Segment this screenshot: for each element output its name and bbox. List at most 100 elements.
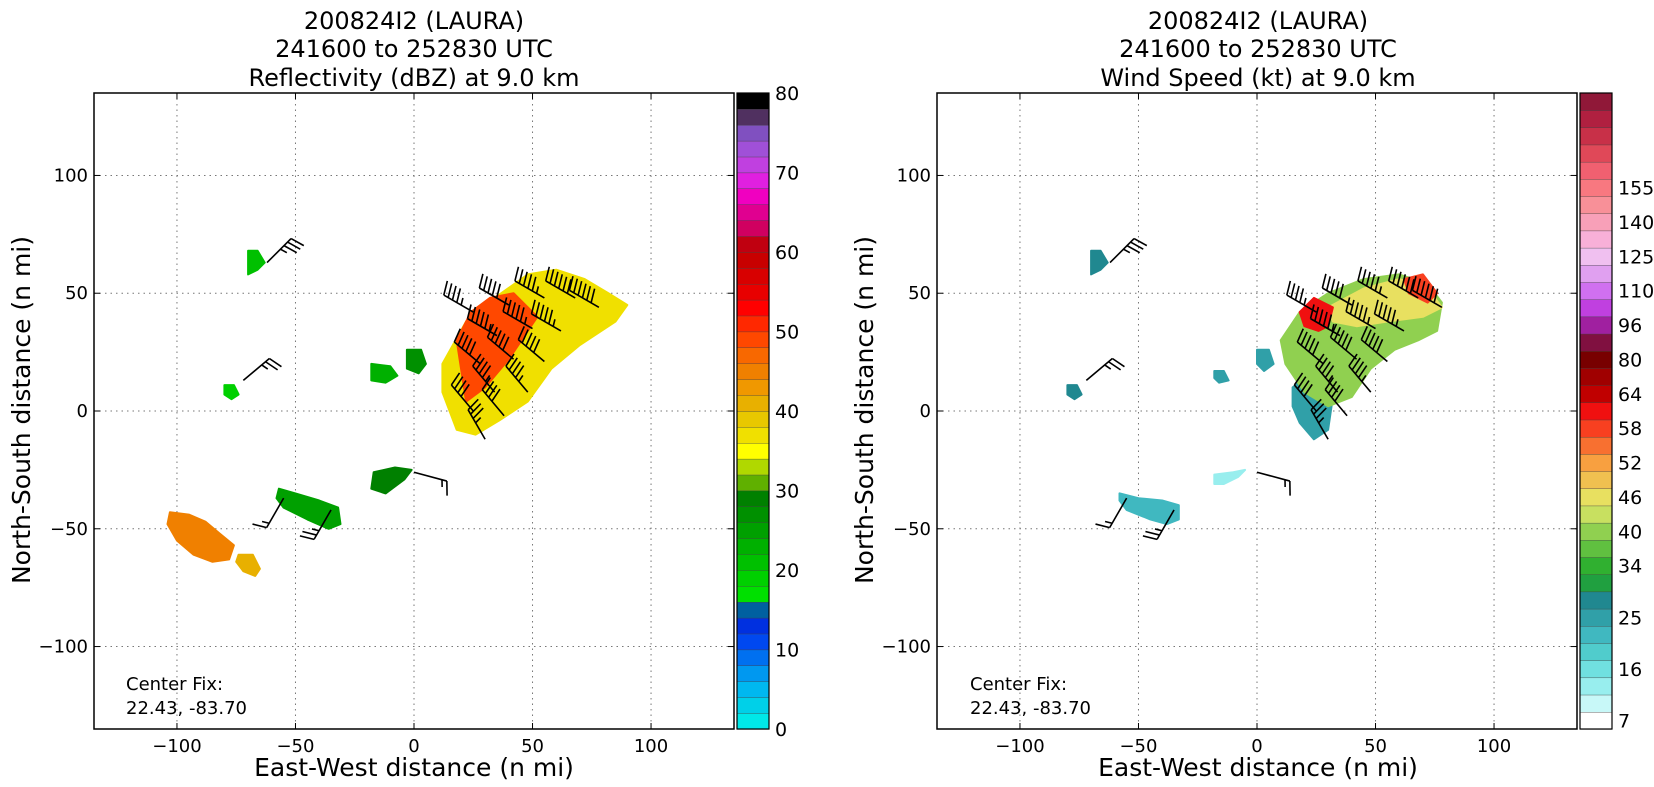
colorbar-segment bbox=[1579, 195, 1613, 214]
barb-flag bbox=[472, 407, 484, 420]
colorbar-segment bbox=[736, 681, 770, 698]
barb-flag bbox=[1321, 273, 1327, 289]
colorbar-tick-label: 25 bbox=[1618, 607, 1642, 629]
barb-flag bbox=[502, 336, 510, 351]
barb-half-flag bbox=[1104, 520, 1113, 525]
colorbar-segment bbox=[736, 522, 770, 539]
colorbar-segment bbox=[1579, 333, 1613, 352]
barb-flag bbox=[1334, 388, 1344, 402]
barb-flag bbox=[471, 306, 477, 322]
wind-barb bbox=[299, 509, 332, 541]
colorbar-tick-label: 110 bbox=[1618, 281, 1654, 303]
barb-flag bbox=[491, 281, 497, 296]
center-fix-value: 22.43, -83.70 bbox=[126, 698, 247, 719]
barb-flag bbox=[1308, 338, 1316, 353]
wind-barb bbox=[568, 276, 600, 309]
barb-flag bbox=[1415, 278, 1422, 294]
barb-flag bbox=[1368, 332, 1376, 347]
colorbar-tick-label: 52 bbox=[1618, 453, 1642, 475]
wind-barb bbox=[1348, 353, 1372, 393]
center-fix-label: Center Fix: bbox=[970, 674, 1067, 695]
y-tick-label: 50 bbox=[65, 283, 88, 304]
barb-flag bbox=[1333, 326, 1342, 341]
colorbar-segment bbox=[736, 601, 770, 619]
barb-staff bbox=[1324, 389, 1348, 417]
barb-flag bbox=[1424, 283, 1430, 299]
barb-flag bbox=[299, 535, 315, 541]
barb-flag bbox=[1111, 357, 1125, 368]
y-tick-label: 100 bbox=[54, 165, 88, 186]
colorbar-segment bbox=[736, 124, 770, 142]
barb-staff bbox=[472, 365, 496, 393]
x-axis-label: East-West distance (n mi) bbox=[1098, 753, 1418, 782]
barb-flag bbox=[1378, 302, 1384, 317]
barb-flag bbox=[1286, 280, 1292, 296]
barb-flag bbox=[457, 380, 467, 394]
wind-barb bbox=[1142, 509, 1175, 541]
barb-flag bbox=[478, 273, 484, 289]
data-region bbox=[275, 487, 342, 530]
wind-barb bbox=[1357, 266, 1388, 299]
barb-flag bbox=[1330, 384, 1341, 398]
wind-barb bbox=[1329, 323, 1358, 360]
barb-half-flag bbox=[1366, 316, 1371, 325]
colorbar: 0 10 20 30 40 50 60 70 80 bbox=[736, 83, 799, 741]
colorbar-segment bbox=[736, 617, 770, 635]
colorbar-segment bbox=[1579, 316, 1613, 335]
barb-flag bbox=[1345, 336, 1353, 351]
barb-flag bbox=[1327, 380, 1338, 394]
barb-half-flag bbox=[523, 316, 528, 325]
chart-title-line-1: 200824I2 (LAURA) bbox=[1148, 7, 1368, 35]
colorbar-segment bbox=[1579, 711, 1613, 730]
colorbar-segment bbox=[1579, 522, 1613, 541]
barb-flag bbox=[461, 334, 469, 349]
barb-flag bbox=[572, 278, 579, 294]
barb-flag bbox=[548, 309, 554, 325]
barb-flag bbox=[1310, 398, 1322, 411]
colorbar-segment bbox=[1579, 488, 1613, 507]
barb-flag bbox=[1338, 283, 1345, 299]
colorbar-segment bbox=[736, 267, 770, 285]
colorbar-segment bbox=[1579, 660, 1613, 679]
colorbar-tick-label: 20 bbox=[775, 560, 799, 582]
colorbar-segment bbox=[1579, 264, 1613, 283]
data-region bbox=[1118, 492, 1180, 526]
barb-flag bbox=[468, 341, 477, 356]
colorbar-segment bbox=[1579, 178, 1613, 197]
barb-flag bbox=[268, 357, 282, 368]
wind-barb bbox=[505, 353, 529, 393]
barb-flag bbox=[1357, 365, 1368, 379]
wind-barb bbox=[1286, 280, 1317, 313]
barb-staff bbox=[486, 336, 515, 360]
wind-barb bbox=[1411, 276, 1443, 309]
wind-barb bbox=[252, 497, 285, 529]
colorbar-segment bbox=[736, 188, 770, 205]
colorbar-tick-label: 60 bbox=[775, 242, 799, 264]
barb-flag bbox=[479, 311, 485, 327]
barb-flag bbox=[1299, 288, 1305, 303]
barb-flag bbox=[470, 403, 482, 415]
colorbar-tick-label: 140 bbox=[1618, 212, 1654, 234]
colorbar-segment bbox=[736, 315, 770, 333]
colorbar-segment bbox=[736, 712, 770, 730]
colorbar-segment bbox=[1579, 608, 1613, 627]
barb-staff bbox=[1085, 357, 1113, 381]
barb-staff bbox=[1293, 384, 1317, 412]
barb-flag bbox=[1396, 271, 1402, 287]
colorbar-tick-label: 40 bbox=[775, 401, 799, 423]
barb-half-flag bbox=[1104, 364, 1112, 370]
barb-staff bbox=[1357, 280, 1388, 299]
barb-flag bbox=[466, 304, 472, 319]
barb-flag bbox=[1309, 304, 1315, 319]
colorbar-segment bbox=[736, 426, 770, 444]
colorbar-segment bbox=[736, 347, 770, 364]
colorbar-segment bbox=[1579, 642, 1613, 661]
colorbar-tick-label: 10 bbox=[775, 640, 799, 662]
barb-staff bbox=[1374, 313, 1405, 332]
barb-flag bbox=[1334, 281, 1340, 296]
barb-flag bbox=[1400, 274, 1407, 289]
wind-barb bbox=[481, 377, 505, 417]
colorbar-tick-label: 30 bbox=[775, 481, 799, 503]
colorbar-segment bbox=[736, 379, 770, 396]
